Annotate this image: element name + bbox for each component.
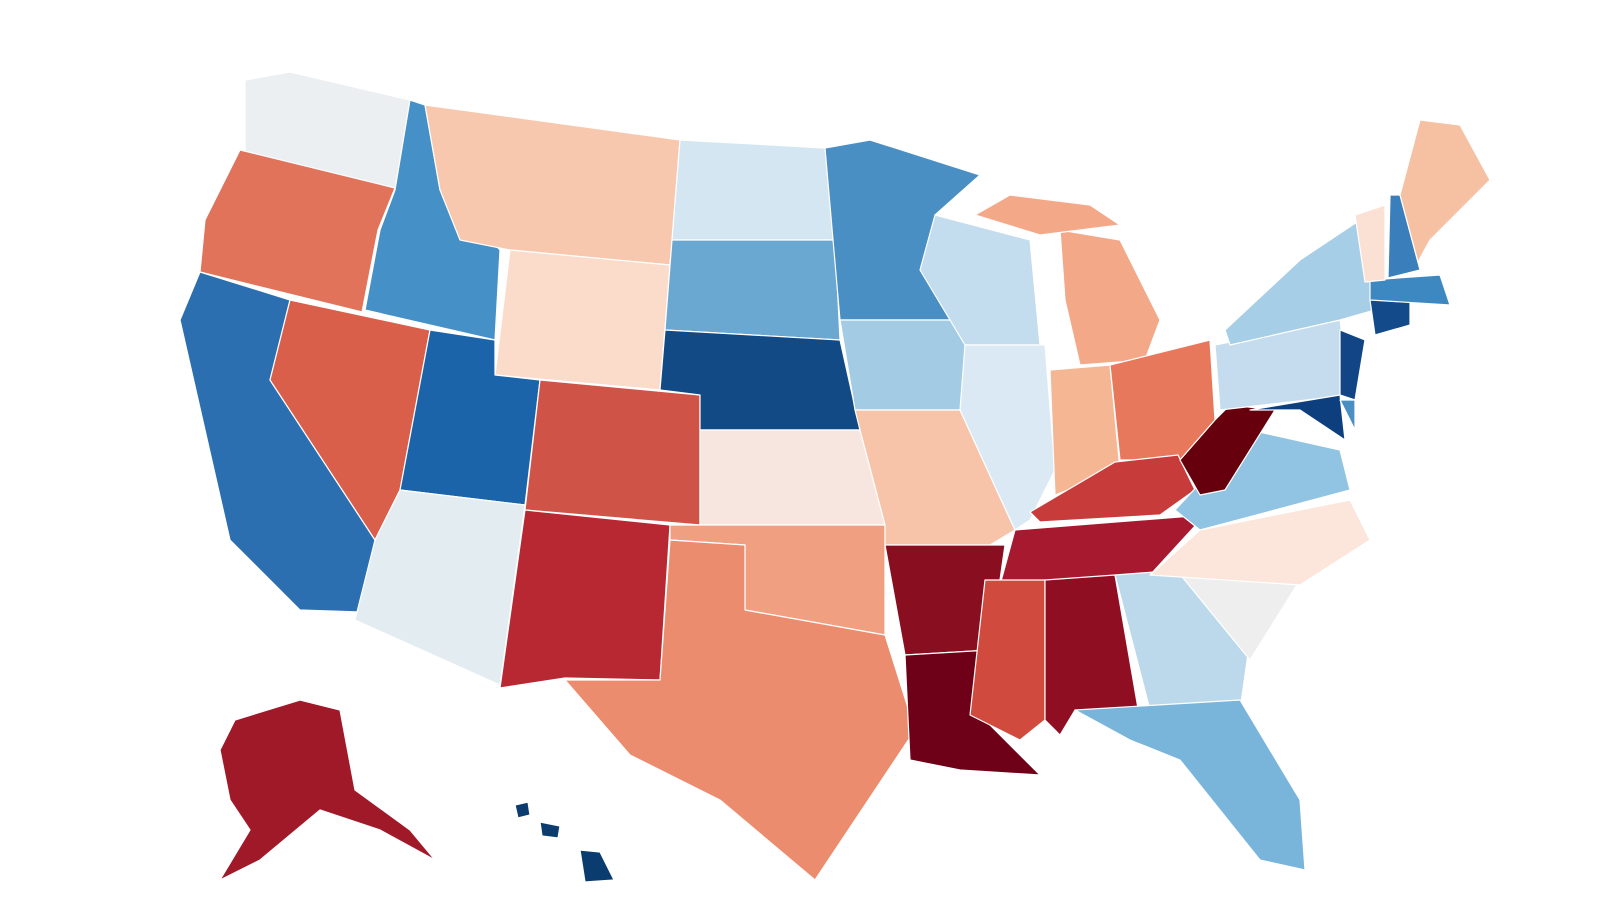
- states: [179, 71, 1491, 883]
- state: [1339, 399, 1356, 431]
- state: [1387, 194, 1421, 279]
- state: [514, 801, 531, 819]
- state: [664, 239, 841, 341]
- state: [1074, 699, 1306, 871]
- state: [579, 849, 615, 883]
- state: [1249, 394, 1346, 441]
- state: [564, 539, 916, 881]
- state: [354, 489, 526, 686]
- state: [499, 509, 671, 689]
- state: [1369, 297, 1411, 336]
- state: [1149, 499, 1371, 586]
- state: [969, 579, 1046, 741]
- state: [1369, 274, 1451, 306]
- state: [524, 379, 701, 526]
- state: [699, 429, 886, 526]
- state: [671, 139, 836, 241]
- state: [219, 699, 436, 881]
- state: [1399, 119, 1491, 263]
- state: [1354, 204, 1386, 283]
- state: [1339, 329, 1366, 401]
- state: [1224, 219, 1376, 346]
- state: [959, 344, 1056, 531]
- state: [539, 821, 561, 839]
- state: [1059, 229, 1161, 366]
- state: [974, 194, 1121, 236]
- state: [424, 104, 681, 266]
- state: [494, 249, 671, 391]
